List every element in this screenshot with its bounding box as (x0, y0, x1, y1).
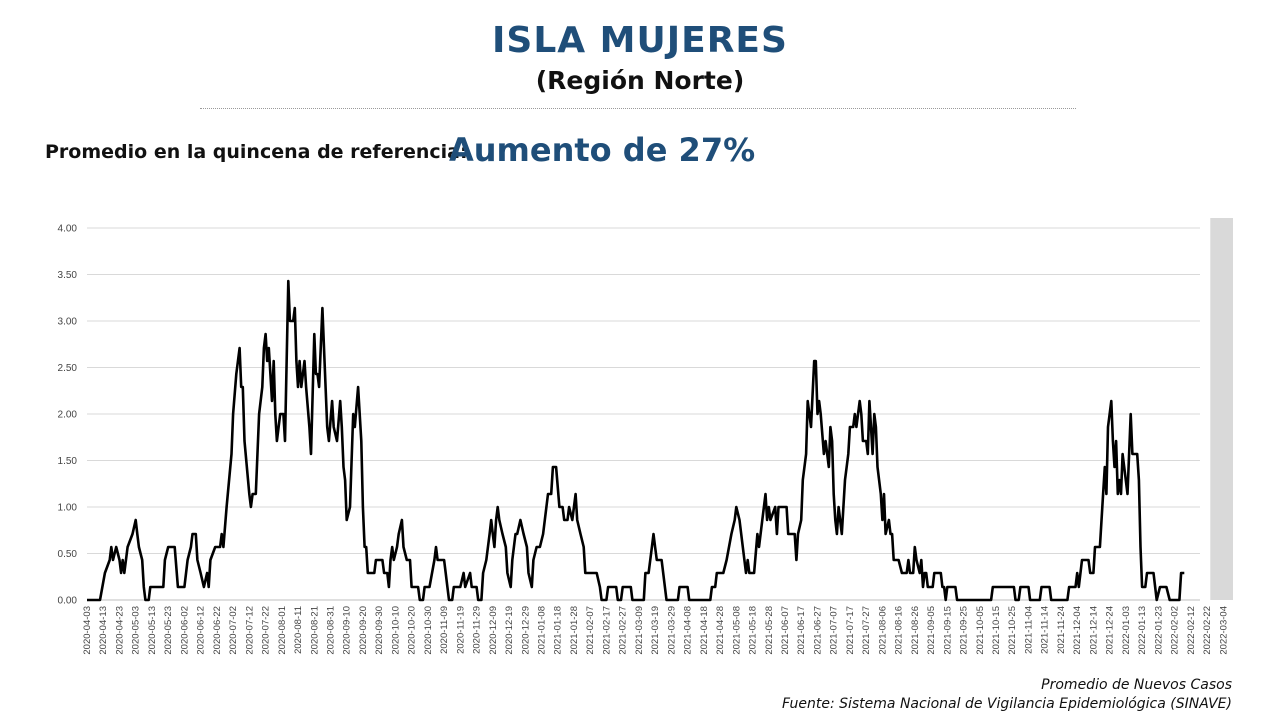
x-tick-label: 2020-12-29 (520, 606, 531, 655)
x-tick-label: 2021-04-28 (715, 606, 726, 655)
x-tick-label: 2021-06-27 (812, 606, 823, 655)
x-tick-label: 2020-10-30 (423, 606, 434, 655)
x-tick-label: 2021-04-08 (683, 606, 694, 655)
x-tick-label: 2021-01-28 (569, 606, 580, 655)
x-tick-label: 2021-10-25 (1007, 606, 1018, 655)
page-subtitle: (Región Norte) (535, 66, 745, 95)
series-label: Promedio de Nuevos Casos (1041, 677, 1232, 693)
x-tick-label: 2021-10-15 (991, 606, 1002, 655)
x-tick-label: 2020-08-31 (325, 606, 336, 655)
x-tick-label: 2020-12-19 (504, 606, 515, 655)
y-tick-label: 2.50 (58, 363, 78, 374)
x-tick-label: 2021-09-15 (942, 606, 953, 655)
x-tick-label: 2020-09-20 (358, 606, 369, 655)
x-tick-label: 2022-01-03 (1121, 606, 1132, 655)
x-tick-label: 2021-06-17 (796, 606, 807, 655)
x-tick-label: 2020-07-02 (228, 606, 239, 655)
x-tick-label: 2021-02-17 (601, 606, 612, 655)
x-tick-label: 2020-05-03 (131, 606, 142, 655)
x-tick-label: 2020-06-22 (212, 606, 223, 655)
x-tick-label: 2022-01-13 (1137, 606, 1148, 655)
x-axis-labels: 2020-04-03 2020-04-13 2020-04-23 2020-05-03… (82, 606, 1229, 655)
x-tick-label: 2021-02-07 (585, 606, 596, 655)
y-tick-label: 3.50 (58, 270, 78, 281)
cases-line-chart: 0.00 0.50 1.00 1.50 2.00 2.50 3.00 3.50 4.00 202… (58, 218, 1233, 655)
x-tick-label: 2020-05-23 (163, 606, 174, 655)
x-tick-label: 2020-10-20 (407, 606, 418, 655)
x-tick-label: 2021-10-05 (975, 606, 986, 655)
reference-value: Aumento de 27% (449, 131, 756, 169)
header-divider (200, 108, 1076, 109)
x-tick-label: 2020-08-21 (309, 606, 320, 655)
x-tick-label: 2020-12-09 (488, 606, 499, 655)
x-tick-label: 2021-08-06 (877, 606, 888, 655)
x-tick-label: 2021-05-28 (764, 606, 775, 655)
x-tick-label: 2021-02-27 (618, 606, 629, 655)
chart-gridlines (87, 227, 1200, 601)
x-tick-label: 2022-03-04 (1218, 606, 1229, 655)
x-tick-label: 2021-03-19 (650, 606, 661, 655)
y-tick-label: 2.00 (58, 410, 78, 421)
x-tick-label: 2022-02-12 (1186, 606, 1197, 655)
y-tick-label: 1.50 (58, 456, 78, 467)
x-tick-label: 2021-07-07 (829, 606, 840, 655)
x-tick-label: 2021-12-24 (1105, 606, 1116, 655)
x-tick-label: 2020-05-13 (147, 606, 158, 655)
x-tick-label: 2022-02-02 (1170, 606, 1181, 655)
x-tick-label: 2020-11-19 (455, 606, 466, 654)
y-tick-label: 0.50 (58, 549, 78, 560)
x-tick-label: 2021-03-29 (666, 606, 677, 655)
x-tick-label: 2021-08-26 (910, 606, 921, 655)
x-tick-label: 2021-09-05 (926, 606, 937, 655)
y-tick-label: 3.00 (58, 317, 78, 328)
x-tick-label: 2020-08-11 (293, 606, 304, 654)
x-tick-label: 2021-11-04 (1023, 606, 1034, 654)
y-tick-label: 1.00 (58, 503, 78, 514)
x-tick-label: 2020-06-12 (196, 606, 207, 655)
x-tick-label: 2021-01-08 (537, 606, 548, 655)
y-axis-labels: 0.00 0.50 1.00 1.50 2.00 2.50 3.00 3.50 4.00 (58, 224, 78, 607)
x-tick-label: 2020-11-09 (439, 606, 450, 654)
x-tick-label: 2020-07-22 (261, 606, 272, 655)
x-tick-label: 2021-12-14 (1088, 606, 1099, 655)
x-tick-label: 2022-01-23 (1153, 606, 1164, 655)
x-tick-label: 2021-06-07 (780, 606, 791, 655)
recent-period-highlight (1210, 218, 1233, 600)
x-tick-label: 2020-09-10 (342, 606, 353, 655)
x-tick-label: 2020-08-01 (277, 606, 288, 655)
x-tick-label: 2021-11-24 (1056, 606, 1067, 654)
x-tick-label: 2020-06-02 (179, 606, 190, 655)
x-tick-label: 2020-11-29 (472, 606, 483, 654)
x-tick-label: 2021-05-08 (731, 606, 742, 655)
y-tick-label: 0.00 (58, 596, 78, 607)
x-tick-label: 2020-09-30 (374, 606, 385, 655)
source-note: Fuente: Sistema Nacional de Vigilancia E… (782, 696, 1232, 712)
x-tick-label: 2021-07-27 (861, 606, 872, 655)
x-tick-label: 2020-04-03 (82, 606, 93, 655)
x-tick-label: 2021-07-17 (845, 606, 856, 655)
x-tick-label: 2021-05-18 (748, 606, 759, 655)
y-tick-label: 4.00 (58, 224, 78, 235)
x-tick-label: 2021-12-04 (1072, 606, 1083, 655)
reference-label: Promedio en la quincena de referencia: (45, 141, 468, 163)
x-tick-label: 2021-01-18 (553, 606, 564, 655)
x-tick-label: 2020-07-12 (244, 606, 255, 655)
x-tick-label: 2021-03-09 (634, 606, 645, 655)
x-tick-label: 2021-08-16 (894, 606, 905, 655)
x-tick-label: 2020-10-10 (390, 606, 401, 655)
x-tick-label: 2022-02-22 (1202, 606, 1213, 655)
page-title: ISLA MUJERES (492, 20, 788, 61)
new-cases-average-line (87, 279, 1185, 602)
x-tick-label: 2021-04-18 (699, 606, 710, 655)
x-tick-label: 2020-04-23 (114, 606, 125, 655)
x-tick-label: 2021-11-14 (1040, 606, 1051, 654)
x-tick-label: 2020-04-13 (98, 606, 109, 655)
x-tick-label: 2021-09-25 (959, 606, 970, 655)
